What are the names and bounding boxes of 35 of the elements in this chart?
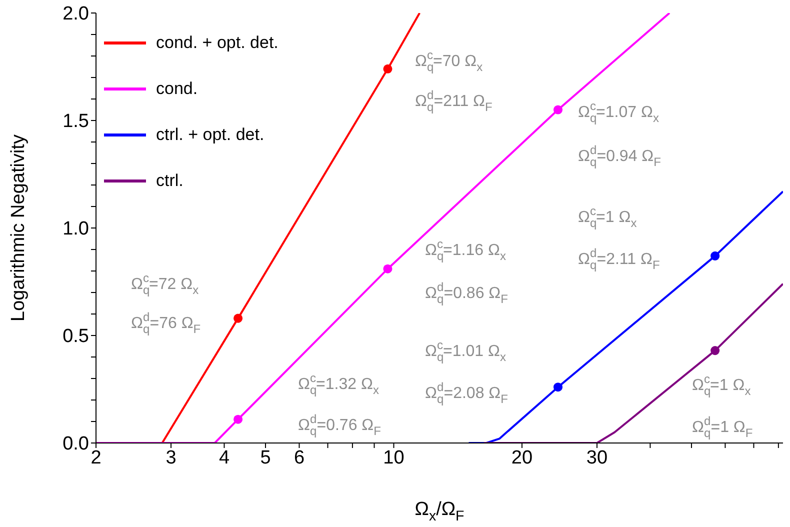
y-tick-label: 2.0 [62, 4, 89, 25]
y-tick-label: 1.0 [62, 218, 89, 240]
annotation: Ω$_{q}$$^{d}$=0.94 Ω$_{F}$ [578, 142, 661, 169]
x-tick-label: 3 [166, 447, 176, 468]
legend-label: ctrl. + opt. det. [156, 125, 264, 145]
annotation: Ω$_{q}$$^{d}$=0.86 Ω$_{F}$ [425, 280, 508, 306]
annotation: Ω$_{q}$$^{d}$=0.76 Ω$_{F}$ [298, 412, 381, 438]
annotation: Ω$_{q}$$^{c}$=1.01 Ω$_{x}$ [425, 338, 506, 364]
annotation: Ω$_{q}$$^{c}$=1.32 Ω$_{x}$ [298, 370, 379, 397]
annotation: Ω$_{q}$$^{c}$=1 Ω$_{x}$ [578, 204, 637, 230]
annotation: Ω$_{q}$$^{d}$=2.11 Ω$_{F}$ [578, 246, 660, 272]
annotation: Ω$_{q}$$^{d}$=211 Ω$_{F}$ [415, 88, 492, 114]
x-tick-label: 30 [586, 447, 608, 468]
x-axis-title: Ω$_{x}$/Ω$_{F}$ [414, 499, 465, 525]
annotation: Ω$_{q}$$^{d}$=2.08 Ω$_{F}$ [425, 380, 508, 406]
annotation: Ω$_{q}$$^{c}$=72 Ω$_{x}$ [131, 270, 199, 297]
x-tick-label: 6 [294, 447, 305, 468]
annotation: Ω$_{q}$$^{c}$=1 Ω$_{x}$ [692, 372, 751, 398]
annotation: Ω$_{q}$$^{c}$=70 Ω$_{x}$ [415, 48, 483, 74]
x-tick-label: 2 [90, 447, 102, 468]
y-tick-label: 1.5 [62, 111, 89, 132]
y-tick-label: 0.5 [62, 326, 89, 348]
x-tick-label: 5 [260, 447, 271, 468]
annotation: Ω$_{q}$$^{c}$=1.16 Ω$_{x}$ [425, 236, 506, 263]
legend-label: ctrl. [156, 171, 184, 191]
annotation: Ω$_{q}$$^{d}$=1 Ω$_{F}$ [692, 414, 753, 440]
y-tick-label: 0.0 [62, 434, 89, 455]
x-tick-label: 20 [511, 447, 533, 468]
annotation: Ω$_{q}$$^{c}$=1.07 Ω$_{x}$ [578, 98, 659, 125]
x-tick-label: 4 [218, 447, 230, 468]
x-tick-label: 10 [383, 447, 404, 468]
legend-label: cond. + opt. det. [156, 33, 278, 53]
y-axis-title: Logarithmic Negativity [8, 134, 29, 322]
annotation: Ω$_{q}$$^{d}$=76 Ω$_{F}$ [131, 310, 201, 336]
legend-label: cond. [156, 79, 198, 99]
